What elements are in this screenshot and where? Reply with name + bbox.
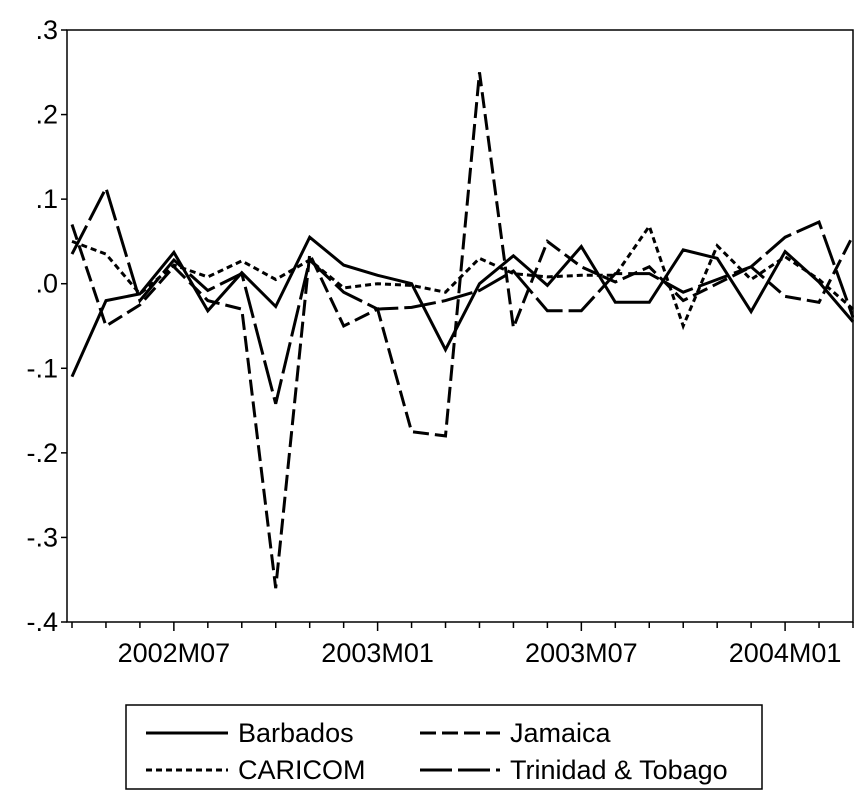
- legend-item-barbados: Barbados: [146, 718, 354, 748]
- y-tick-label: -.4: [26, 607, 58, 637]
- legend-label-jamaica: Jamaica: [510, 718, 612, 748]
- y-tick-label: -.1: [26, 353, 58, 383]
- x-axis: 2002M07 2003M01 2003M07 2004M01: [71, 622, 854, 668]
- legend-item-trinidad-tobago: Trinidad & Tobago: [420, 755, 728, 785]
- y-tick-label: -.3: [26, 522, 58, 552]
- series-lines: [70, 72, 854, 589]
- y-tick-label: .1: [35, 184, 58, 214]
- x-tick-label: 2002M07: [118, 638, 231, 668]
- series-line-caricom: [71, 222, 854, 331]
- legend-box: [125, 704, 763, 790]
- legend-item-jamaica: Jamaica: [420, 718, 612, 748]
- x-tick-label: 2003M07: [525, 638, 638, 668]
- legend-label-barbados: Barbados: [238, 718, 354, 748]
- y-axis: .3 .2 .1 .0 -.1 -.2 -.3 -.4: [26, 15, 67, 637]
- y-tick-label: .2: [35, 100, 58, 130]
- y-tick-label: -.2: [26, 438, 58, 468]
- series-line-barbados: [70, 234, 854, 378]
- y-tick-label: .3: [35, 15, 58, 45]
- series-line-jamaica: [70, 72, 854, 589]
- legend-label-trinidad-tobago: Trinidad & Tobago: [510, 755, 728, 785]
- legend-item-caricom: CARICOM: [146, 755, 366, 785]
- x-tick-label: 2003M01: [321, 638, 434, 668]
- legend: Barbados Jamaica CARICOM Trinidad & Toba…: [125, 704, 763, 790]
- legend-label-caricom: CARICOM: [238, 755, 366, 785]
- x-tick-label: 2004M01: [729, 638, 842, 668]
- series-line-trinidad-tobago: [70, 184, 854, 405]
- y-tick-label: .0: [35, 269, 58, 299]
- plot-frame: [66, 29, 854, 623]
